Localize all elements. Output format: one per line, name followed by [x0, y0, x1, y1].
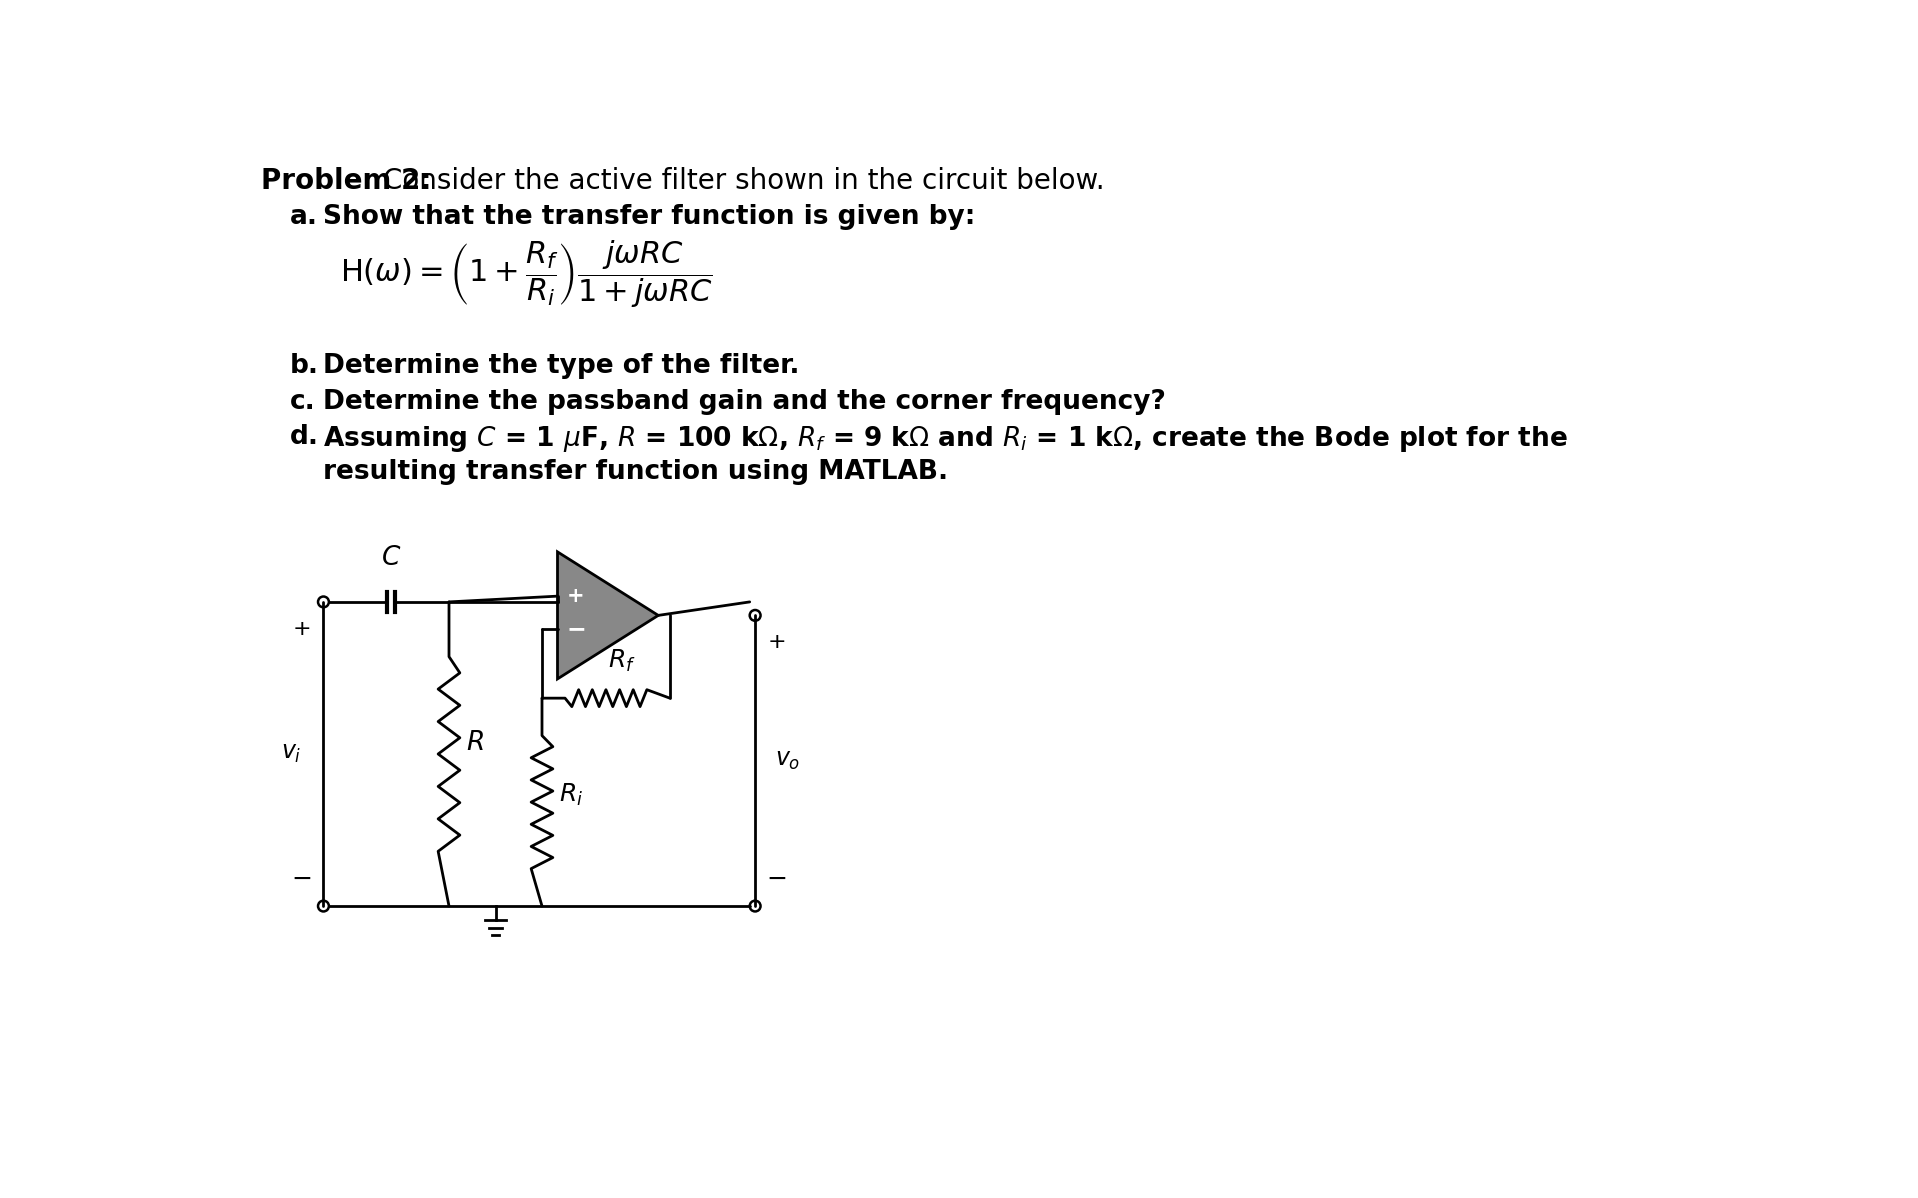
- Text: $\mathit{v_o}$: $\mathit{v_o}$: [775, 749, 800, 773]
- Text: Determine the type of the filter.: Determine the type of the filter.: [324, 353, 800, 380]
- Text: $\mathit{v_i}$: $\mathit{v_i}$: [280, 743, 301, 766]
- Text: b.: b.: [290, 353, 318, 380]
- Text: $\mathit{R}$: $\mathit{R}$: [466, 730, 483, 755]
- Text: −: −: [767, 867, 786, 891]
- Text: c.: c.: [290, 388, 316, 415]
- Text: Problem 2:: Problem 2:: [261, 167, 432, 195]
- Text: $\mathit{R_f}$: $\mathit{R_f}$: [608, 647, 635, 673]
- Text: +: +: [767, 633, 786, 653]
- Text: Consider the active filter shown in the circuit below.: Consider the active filter shown in the …: [384, 167, 1105, 195]
- Text: +: +: [568, 586, 585, 606]
- Text: $\mathit{C}$: $\mathit{C}$: [380, 545, 401, 569]
- Text: Assuming $C$ = 1 $\mu$F, $R$ = 100 k$\Omega$, $R_f$ = 9 k$\Omega$ and $R_i$ = 1 : Assuming $C$ = 1 $\mu$F, $R$ = 100 k$\Om…: [324, 424, 1569, 454]
- Text: Show that the transfer function is given by:: Show that the transfer function is given…: [324, 204, 976, 230]
- Text: −: −: [292, 867, 313, 891]
- Polygon shape: [558, 552, 658, 679]
- Text: $\mathrm{H}(\omega) = \left(1+\dfrac{R_f}{R_i}\right)\dfrac{j\omega RC}{1+ j\ome: $\mathrm{H}(\omega) = \left(1+\dfrac{R_f…: [341, 238, 713, 310]
- Text: Determine the passband gain and the corner frequency?: Determine the passband gain and the corn…: [324, 388, 1166, 415]
- Text: $\mathit{R_i}$: $\mathit{R_i}$: [558, 781, 583, 807]
- Text: −: −: [568, 617, 587, 641]
- Text: +: +: [292, 619, 311, 639]
- Text: resulting transfer function using MATLAB.: resulting transfer function using MATLAB…: [324, 460, 949, 485]
- Text: d.: d.: [290, 424, 318, 450]
- Text: a.: a.: [290, 204, 318, 230]
